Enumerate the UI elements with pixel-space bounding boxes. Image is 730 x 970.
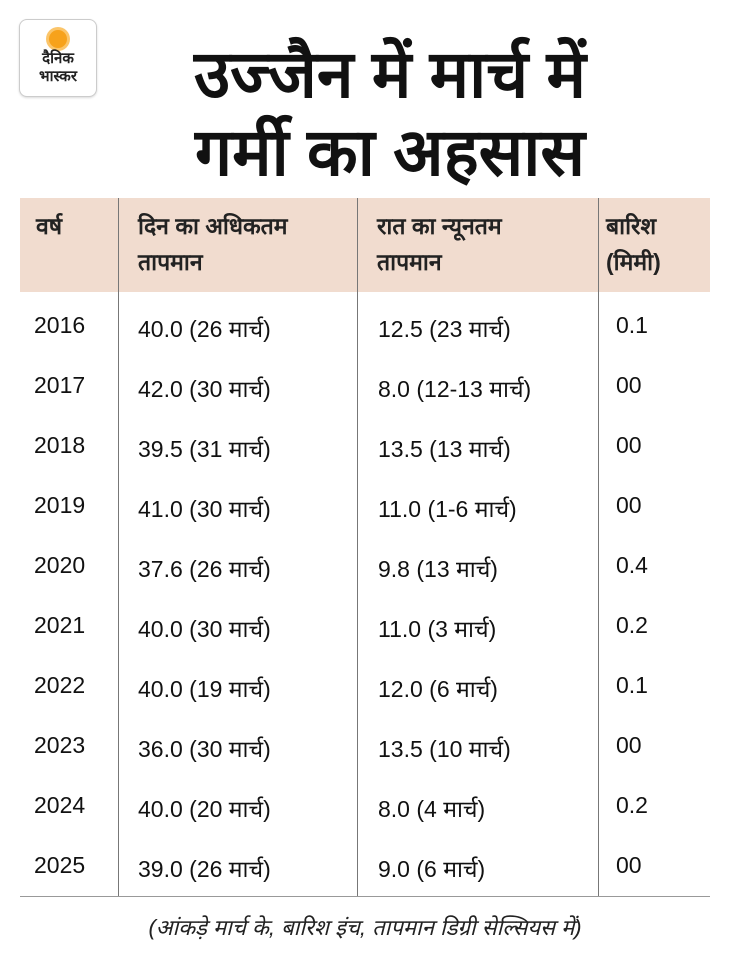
logo-line-1: दैनिक [42,50,74,67]
cell-max-temp: 40.0 (26 मार्च) [138,316,271,342]
cell-rain: 00 [616,852,642,878]
cell-min-temp: 11.0 (3 मार्च) [378,616,497,642]
cell-year: 2024 [34,792,86,818]
table-row: 2019 41.0 (30 मार्च) 11.0 (1-6 मार्च) 00 [20,477,710,537]
table-row: 2016 40.0 (26 मार्च) 12.5 (23 मार्च) 0.1 [20,297,710,357]
table-row: 2025 39.0 (26 मार्च) 9.0 (6 मार्च) 00 [20,837,710,897]
table-row: 2023 36.0 (30 मार्च) 13.5 (10 मार्च) 00 [20,717,710,777]
cell-rain: 00 [616,492,642,518]
table-row: 2022 40.0 (19 मार्च) 12.0 (6 मार्च) 0.1 [20,657,710,717]
cell-rain: 0.1 [616,672,648,698]
title-line-2: गर्मी का अहसास [195,115,585,189]
cell-year: 2021 [34,612,86,638]
header-year: वर्ष [36,213,63,239]
logo-line-2: भास्कर [39,68,77,85]
cell-min-temp: 8.0 (4 मार्च) [378,796,486,822]
cell-min-temp: 8.0 (12-13 मार्च) [378,376,532,402]
cell-rain: 0.4 [616,552,648,578]
cell-year: 2019 [34,492,86,518]
cell-year: 2025 [34,852,86,878]
header-rain: बारिश (मिमी) [606,213,661,275]
cell-min-temp: 12.5 (23 मार्च) [378,316,511,342]
cell-max-temp: 40.0 (30 मार्च) [138,616,271,642]
dainik-bhaskar-logo: दैनिक भास्कर [19,19,97,97]
cell-rain: 00 [616,732,642,758]
sun-icon [49,30,67,48]
column-divider [598,198,599,896]
cell-max-temp: 42.0 (30 मार्च) [138,376,271,402]
column-divider [357,198,358,896]
cell-rain: 0.1 [616,312,648,338]
cell-year: 2022 [34,672,86,698]
cell-year: 2023 [34,732,86,758]
cell-min-temp: 13.5 (13 मार्च) [378,436,511,462]
footnote: (आंकड़े मार्च के, बारिश इंच, तापमान डिग्… [148,915,582,940]
title-line-1: उज्जैन में मार्च में [194,37,586,111]
table-row: 2021 40.0 (30 मार्च) 11.0 (3 मार्च) 0.2 [20,597,710,657]
table-row: 2024 40.0 (20 मार्च) 8.0 (4 मार्च) 0.2 [20,777,710,837]
table-bottom-rule [20,896,710,897]
table-header [20,198,710,292]
cell-year: 2020 [34,552,86,578]
cell-max-temp: 39.0 (26 मार्च) [138,856,271,882]
table-row: 2020 37.6 (26 मार्च) 9.8 (13 मार्च) 0.4 [20,537,710,597]
column-divider [118,198,119,896]
table-row: 2018 39.5 (31 मार्च) 13.5 (13 मार्च) 00 [20,417,710,477]
cell-max-temp: 41.0 (30 मार्च) [138,496,271,522]
cell-max-temp: 37.6 (26 मार्च) [138,556,271,582]
cell-rain: 0.2 [616,612,648,638]
header-max-temp: दिन का अधिकतम तापमान [138,213,288,275]
cell-min-temp: 9.0 (6 मार्च) [378,856,486,882]
cell-rain: 00 [616,372,642,398]
cell-rain: 0.2 [616,792,648,818]
cell-year: 2018 [34,432,86,458]
cell-year: 2017 [34,372,86,398]
header-min-temp: रात का न्यूनतम तापमान [377,213,502,275]
cell-max-temp: 40.0 (20 मार्च) [138,796,271,822]
cell-max-temp: 36.0 (30 मार्च) [138,736,271,762]
cell-min-temp: 9.8 (13 मार्च) [378,556,498,582]
cell-year: 2016 [34,312,86,338]
cell-min-temp: 11.0 (1-6 मार्च) [378,496,517,522]
cell-rain: 00 [616,432,642,458]
table-row: 2017 42.0 (30 मार्च) 8.0 (12-13 मार्च) 00 [20,357,710,417]
cell-min-temp: 13.5 (10 मार्च) [378,736,511,762]
cell-max-temp: 40.0 (19 मार्च) [138,676,271,702]
cell-max-temp: 39.5 (31 मार्च) [138,436,271,462]
cell-min-temp: 12.0 (6 मार्च) [378,676,498,702]
